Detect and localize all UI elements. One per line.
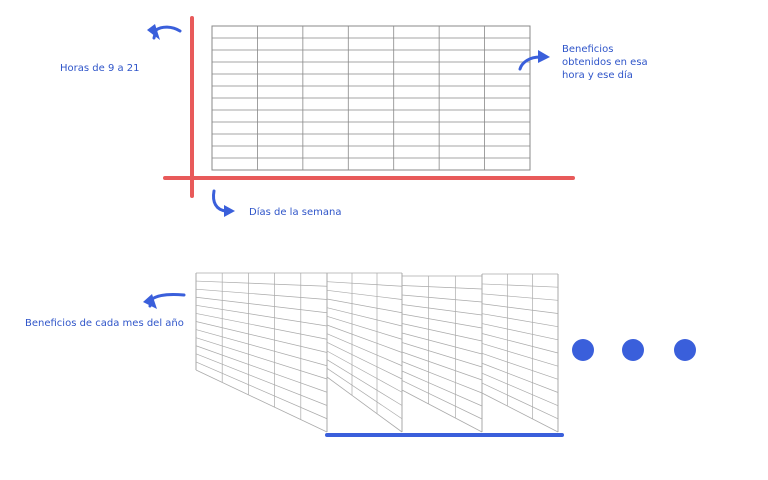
grid-line xyxy=(481,362,559,393)
days-label: Días de la semana xyxy=(249,207,342,218)
grid-line xyxy=(326,324,403,353)
grid-line xyxy=(401,332,483,355)
grid-line xyxy=(481,303,559,314)
grid-line xyxy=(195,337,328,380)
grid-line xyxy=(481,293,559,301)
grid-line xyxy=(326,307,403,327)
grid-line xyxy=(326,333,403,367)
ellipsis-dot xyxy=(572,339,594,361)
ellipsis-dot xyxy=(622,339,644,361)
grid-line xyxy=(195,353,328,406)
grid-line xyxy=(481,333,559,354)
hours-label: Horas de 9 a 21 xyxy=(60,63,140,74)
sheet-grid-lines xyxy=(195,272,559,433)
grid-line xyxy=(401,370,483,407)
grid-line xyxy=(481,323,559,341)
grid-line xyxy=(401,294,483,303)
grid-line xyxy=(401,361,483,394)
grid-line xyxy=(195,313,328,340)
months-arrow-icon xyxy=(143,293,186,309)
weekly-grid xyxy=(211,25,531,171)
monthly-sheets-stack xyxy=(195,272,559,433)
grid-line xyxy=(401,323,483,342)
grid-line xyxy=(195,280,328,287)
ellipsis-dot xyxy=(674,339,696,361)
grid-line xyxy=(401,342,483,368)
grid-line xyxy=(326,298,403,314)
grid-line xyxy=(195,329,328,367)
hours-arrow-icon xyxy=(147,24,182,40)
grid-line xyxy=(195,361,328,420)
grid-line xyxy=(401,285,483,290)
grid-line xyxy=(326,315,403,340)
grid-line xyxy=(326,376,403,433)
grid-line xyxy=(481,353,559,380)
grid-line xyxy=(481,392,559,433)
grid-line xyxy=(401,380,483,420)
grid-line xyxy=(401,351,483,381)
grid-line xyxy=(195,369,328,433)
grid-line xyxy=(195,288,328,300)
grid-line xyxy=(326,289,403,300)
grid-line xyxy=(401,313,483,329)
grid-line xyxy=(326,350,403,393)
profit-label-line1: Beneficios xyxy=(562,44,614,55)
grid-line xyxy=(195,304,328,327)
grid-line xyxy=(481,382,559,420)
grid-line xyxy=(326,342,403,380)
days-arrow-icon xyxy=(212,189,235,217)
grid-line xyxy=(481,343,559,367)
grid-line xyxy=(195,321,328,353)
grid-line xyxy=(481,313,559,328)
grid-line xyxy=(326,281,403,287)
grid-line xyxy=(481,283,559,288)
months-label: Beneficios de cada mes del año xyxy=(25,318,184,329)
grid-line xyxy=(326,359,403,406)
grid-line xyxy=(195,296,328,314)
grid-line xyxy=(481,372,559,406)
grid-line xyxy=(326,368,403,420)
profit-arrow-icon xyxy=(518,50,550,71)
grid-line xyxy=(401,304,483,316)
grid-line xyxy=(401,389,483,433)
grid-line xyxy=(195,345,328,393)
profit-label-line2: obtenidos en esa xyxy=(562,57,648,68)
weekly-grid-lines xyxy=(212,26,530,170)
profit-label-line3: hora y ese día xyxy=(562,70,633,81)
